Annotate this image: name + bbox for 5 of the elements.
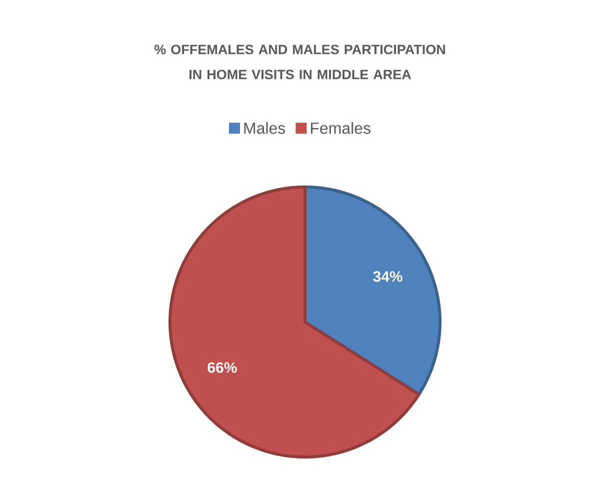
legend-label: Males [244,122,286,134]
data-label: 66% [208,362,237,373]
data-label: 34% [373,271,402,282]
legend-label: Females [310,122,370,134]
chart-title: % OFFEMALES AND MALES PARTICIPATION IN HOME VISITS IN MIDDLE AREA [154,44,445,80]
